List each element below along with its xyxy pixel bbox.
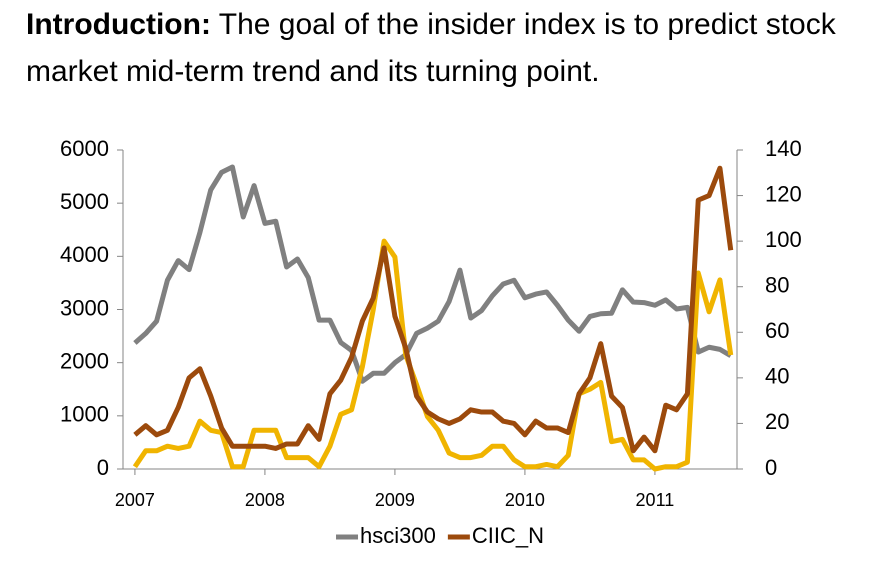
heading: Introduction: The goal of the insider in…	[26, 8, 837, 88]
y2-tick-label: 120	[765, 181, 802, 206]
legend-label: hsci300	[360, 523, 436, 548]
legend-label: CIIC_N	[472, 523, 544, 548]
x-tick-label: 2009	[375, 490, 415, 510]
heading-label: Introduction:	[26, 8, 211, 41]
x-tick-label: 2011	[636, 490, 675, 510]
chart: 0 1000 2000 3000 4000 5000 6000 0 20 40 60 80 100 120…	[60, 136, 802, 548]
y-tick-label: 0	[97, 455, 109, 480]
y2-tick-label: 140	[765, 136, 802, 161]
series-line	[132, 238, 734, 472]
y2-tick-label: 20	[765, 409, 789, 434]
y-tick-label: 2000	[60, 348, 109, 373]
y-tick-label: 4000	[60, 242, 109, 267]
y2-tick-label: 100	[765, 227, 802, 252]
y2-tick-label: 60	[765, 318, 789, 343]
y-tick-label: 6000	[60, 136, 109, 161]
legend: hsci300 CIIC_N	[336, 523, 544, 548]
y-tick-label: 1000	[60, 402, 109, 427]
x-tick-label: 2010	[505, 490, 545, 510]
heading-text: market mid-term trend and its turning po…	[26, 55, 600, 88]
heading-line: Introduction: The goal of the insider in…	[26, 8, 837, 41]
y-tick-label: 5000	[60, 189, 109, 214]
y-tick-label: 3000	[60, 295, 109, 320]
x-tick-label: 2008	[245, 490, 285, 510]
x-tick-label: 2007	[115, 490, 155, 510]
heading-text: The goal of the insider index is to pred…	[211, 8, 837, 41]
y2-tick-label: 0	[765, 455, 777, 480]
y2-tick-label: 80	[765, 273, 789, 298]
series-line	[133, 165, 734, 454]
series-line	[133, 164, 733, 384]
heading-line: market mid-term trend and its turning po…	[26, 55, 600, 88]
y2-tick-label: 40	[765, 364, 789, 389]
